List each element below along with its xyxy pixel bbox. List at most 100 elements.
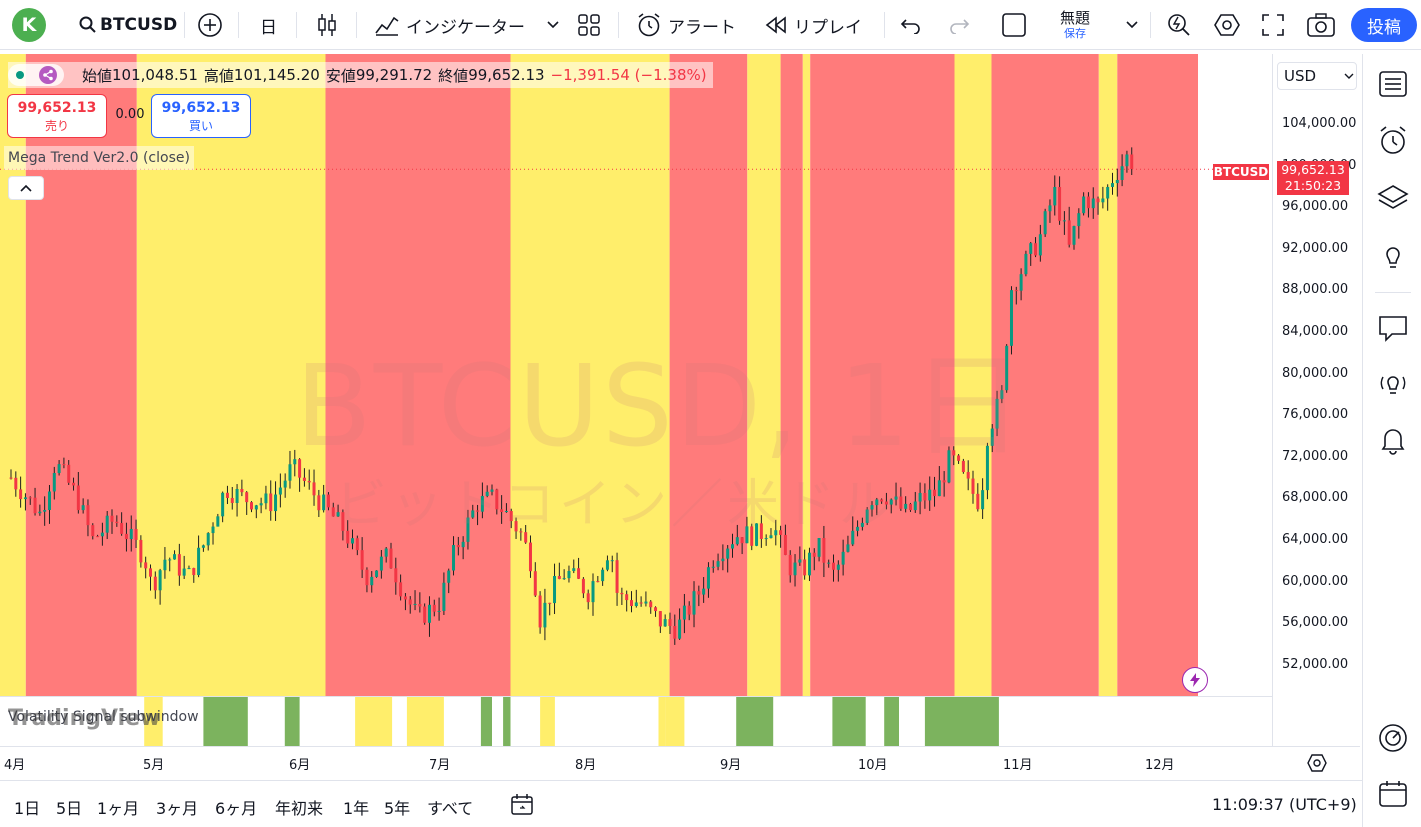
hexagon-gear-icon — [1214, 14, 1240, 36]
replay-button[interactable]: リプレイ — [764, 0, 862, 50]
layouts-button[interactable] — [578, 0, 600, 50]
expand-icon — [1262, 14, 1284, 36]
indicators-button[interactable]: インジケーター — [374, 0, 559, 50]
candle-body — [687, 605, 691, 615]
candle-body — [1034, 243, 1038, 256]
publish-button[interactable]: 投稿 — [1351, 8, 1417, 42]
candle-body — [442, 582, 446, 611]
candle-body — [759, 523, 763, 539]
user-avatar[interactable]: K — [12, 8, 46, 42]
candle-body — [894, 496, 898, 500]
axis-settings-icon[interactable] — [1307, 753, 1327, 773]
candle-body — [43, 509, 47, 512]
candle-body — [495, 489, 499, 510]
candle-body — [947, 450, 951, 483]
time-axis[interactable] — [0, 746, 1360, 780]
volatility-subwindow[interactable] — [0, 696, 1360, 746]
candle-body — [379, 556, 383, 571]
candle-body — [1038, 234, 1042, 256]
candle-body — [591, 581, 595, 603]
candle-body — [485, 491, 489, 496]
layers-icon[interactable] — [1377, 182, 1409, 214]
candle-body — [240, 488, 244, 493]
date-range-icon[interactable] — [510, 793, 534, 817]
layout-name-button[interactable]: 無題 保存 — [1060, 0, 1090, 50]
quick-search-button[interactable] — [1166, 0, 1192, 50]
layout-menu-button[interactable] — [1126, 0, 1138, 50]
redo-button[interactable] — [948, 0, 970, 50]
candle-body — [788, 554, 792, 576]
candle-body — [668, 619, 672, 626]
stream-idea-icon[interactable] — [1377, 368, 1409, 400]
price-axis-label: 80,000.00 — [1282, 365, 1349, 381]
candle-body — [461, 541, 465, 548]
sell-label: 売り — [44, 119, 69, 133]
dom-gauge-icon[interactable] — [1377, 722, 1409, 754]
calendar-icon[interactable] — [1377, 778, 1409, 810]
high-label: 高値 — [203, 66, 234, 85]
notification-bell-icon[interactable] — [1377, 424, 1409, 456]
candle-body — [807, 552, 811, 576]
candle-body — [139, 539, 143, 563]
currency-select[interactable]: USD — [1277, 62, 1357, 90]
main-chart[interactable]: BTCUSD, 1日 ビットコイン／米ドル — [0, 54, 1272, 696]
close-label: 終値 — [438, 66, 469, 85]
ohlc-legend: 始値 101,048.51 高値 101,145.20 安値 99,291.72… — [8, 62, 713, 88]
compare-symbol-button[interactable] — [197, 0, 223, 50]
range-button[interactable]: 1ヶ月 — [97, 799, 140, 818]
high-value: 101,145.20 — [233, 66, 320, 84]
interval-button[interactable]: 日 — [260, 17, 277, 38]
fullscreen-toggle-button[interactable] — [1002, 0, 1026, 50]
candle-body — [336, 512, 340, 517]
range-button[interactable]: 1年 — [343, 799, 370, 818]
candle-body — [605, 560, 609, 570]
candle-body — [634, 602, 638, 607]
range-button[interactable]: 5年 — [384, 799, 411, 818]
watchlist-icon[interactable] — [1377, 68, 1409, 100]
candle-body — [860, 522, 864, 527]
lightning-alert-button[interactable] — [1182, 667, 1208, 693]
chat-icon[interactable] — [1377, 312, 1409, 344]
candle-body — [629, 600, 633, 607]
ideas-lightbulb-icon[interactable] — [1377, 240, 1409, 272]
candle-body — [562, 578, 566, 580]
time-axis-label: 5月 — [143, 758, 165, 773]
alarm-clock-icon[interactable] — [1377, 124, 1409, 156]
alert-button[interactable]: アラート — [636, 0, 736, 50]
symbol-description-watermark: ビットコイン／米ドル — [335, 475, 896, 535]
indicator-legend[interactable]: Mega Trend Ver2.0 (close) — [4, 146, 194, 170]
buy-button[interactable]: 99,652.13 買い — [151, 94, 251, 138]
settings-button[interactable] — [1214, 0, 1240, 50]
bottom-toolbar: 1日 5日 1ヶ月 3ヶ月 6ヶ月 年初来 1年 5年 すべて 11:09:37 (UTC+9) — [0, 780, 1362, 827]
price-axis-label: 52,000.00 — [1282, 656, 1349, 672]
candle-body — [1106, 186, 1110, 199]
undo-icon — [900, 19, 920, 34]
chart-type-button[interactable] — [316, 0, 338, 50]
candle-body — [437, 610, 441, 612]
price-chart-svg[interactable] — [0, 54, 1272, 696]
price-axis-label: 68,000.00 — [1282, 490, 1349, 506]
candle-body — [221, 492, 225, 517]
clock-timezone[interactable]: 11:09:37 (UTC+9) — [1212, 795, 1357, 814]
candle-body — [581, 578, 585, 594]
change-value: −1,391.54 (−1.38%) — [550, 66, 707, 84]
symbol-search-button[interactable]: BTCUSD — [78, 0, 177, 50]
range-button[interactable]: 5日 — [56, 799, 83, 818]
candle-body — [148, 568, 152, 577]
candle-body — [427, 604, 431, 623]
range-button[interactable]: 1日 — [14, 799, 41, 818]
range-button[interactable]: 6ヶ月 — [215, 799, 258, 818]
candle-body — [375, 570, 379, 577]
range-button[interactable]: 3ヶ月 — [156, 799, 199, 818]
range-button[interactable]: 年初来 — [275, 799, 324, 818]
range-button[interactable]: すべて — [427, 799, 474, 818]
fullscreen-button[interactable] — [1262, 0, 1284, 50]
legend-status-pill[interactable] — [8, 64, 64, 86]
snapshot-button[interactable] — [1307, 0, 1335, 50]
sell-button[interactable]: 99,652.13 売り — [7, 94, 107, 138]
collapse-legend-button[interactable] — [8, 176, 44, 200]
candle-body — [961, 460, 965, 473]
divider — [618, 12, 619, 38]
undo-button[interactable] — [900, 0, 922, 50]
candle-body — [399, 582, 403, 597]
